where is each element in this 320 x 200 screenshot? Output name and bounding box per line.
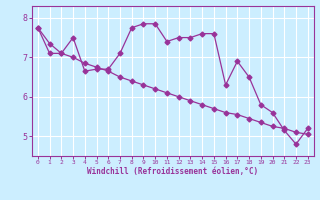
X-axis label: Windchill (Refroidissement éolien,°C): Windchill (Refroidissement éolien,°C) — [87, 167, 258, 176]
